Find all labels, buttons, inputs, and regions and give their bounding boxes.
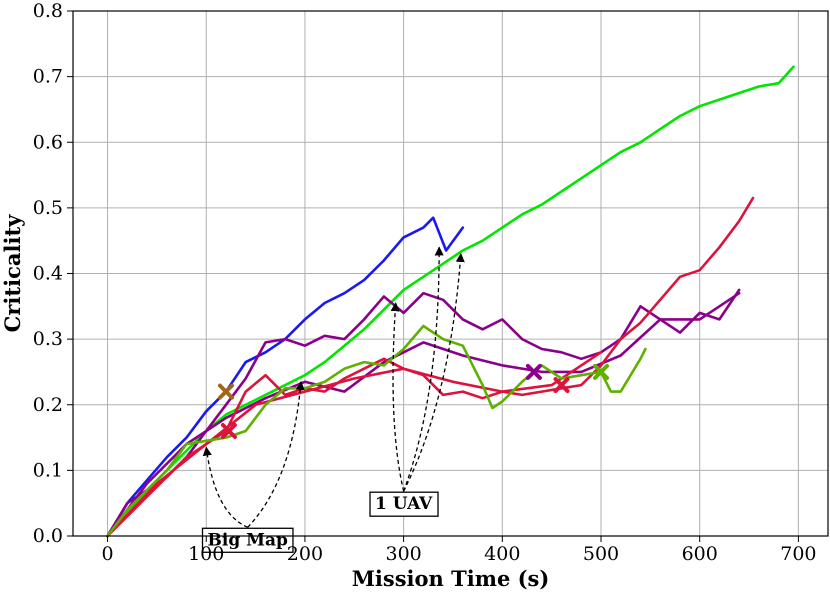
y-tick-label: 0.8 bbox=[33, 0, 63, 22]
y-tick-label: 0.6 bbox=[33, 131, 63, 153]
annotation-box bbox=[201, 527, 294, 553]
x-marker-stroke bbox=[553, 377, 570, 394]
y-tick-label: 0.5 bbox=[33, 197, 63, 219]
series-line bbox=[106, 196, 755, 538]
x-marker-stroke bbox=[220, 423, 237, 439]
x-marker-stroke bbox=[217, 383, 234, 400]
tick-layer: 0 100 200 300 400 500 600 700 0.0 0.1 0.2 0.3 0.4 0.5… bbox=[33, 0, 817, 565]
series-line bbox=[106, 216, 465, 538]
series-line bbox=[106, 288, 741, 538]
annotation-label: Big Map bbox=[208, 530, 288, 550]
x-tick-label: 500 bbox=[583, 543, 619, 565]
y-tick-label: 0.4 bbox=[33, 263, 63, 285]
y-tick-label: 0.7 bbox=[33, 66, 63, 88]
x-marker bbox=[553, 377, 570, 394]
annotation-arrow bbox=[202, 446, 248, 528]
annotation: 1 UAV bbox=[369, 246, 465, 517]
x-marker bbox=[525, 363, 542, 380]
x-tick-label: 300 bbox=[385, 543, 421, 565]
y-tick-label: 0.1 bbox=[33, 459, 63, 481]
annotation-arrow bbox=[247, 380, 305, 528]
series-layer bbox=[106, 65, 795, 538]
y-tick-label: 0.3 bbox=[33, 328, 63, 350]
x-tick-label: 200 bbox=[287, 543, 323, 565]
x-marker-stroke bbox=[593, 363, 610, 380]
x-marker bbox=[217, 383, 234, 400]
x-marker bbox=[220, 423, 237, 439]
series-line bbox=[106, 351, 603, 538]
y-axis-title: Criticality bbox=[0, 214, 25, 332]
y-tick-label: 0.2 bbox=[33, 394, 63, 416]
x-tick-label: 700 bbox=[780, 543, 816, 565]
x-marker-stroke bbox=[525, 363, 542, 380]
x-axis-title: Mission Time (s) bbox=[352, 566, 550, 591]
annotation: Big Map bbox=[201, 380, 305, 553]
x-marker bbox=[593, 363, 610, 380]
annotation-arrow bbox=[403, 246, 444, 492]
series-line bbox=[106, 65, 795, 538]
x-tick-label: 400 bbox=[484, 543, 520, 565]
annotation-arrow bbox=[403, 252, 465, 492]
x-tick-label: 600 bbox=[682, 543, 718, 565]
series-line bbox=[106, 291, 741, 538]
annotation-arrow bbox=[390, 302, 405, 492]
marker-layer bbox=[217, 363, 610, 439]
x-tick-label: 0 bbox=[101, 543, 113, 565]
annotation-label: 1 UAV bbox=[375, 494, 433, 514]
annotation-layer: Big Map 1 UAV bbox=[201, 246, 465, 553]
annotation-box bbox=[369, 491, 439, 517]
x-tick-label: 100 bbox=[188, 543, 224, 565]
y-tick-label: 0.0 bbox=[33, 525, 63, 547]
